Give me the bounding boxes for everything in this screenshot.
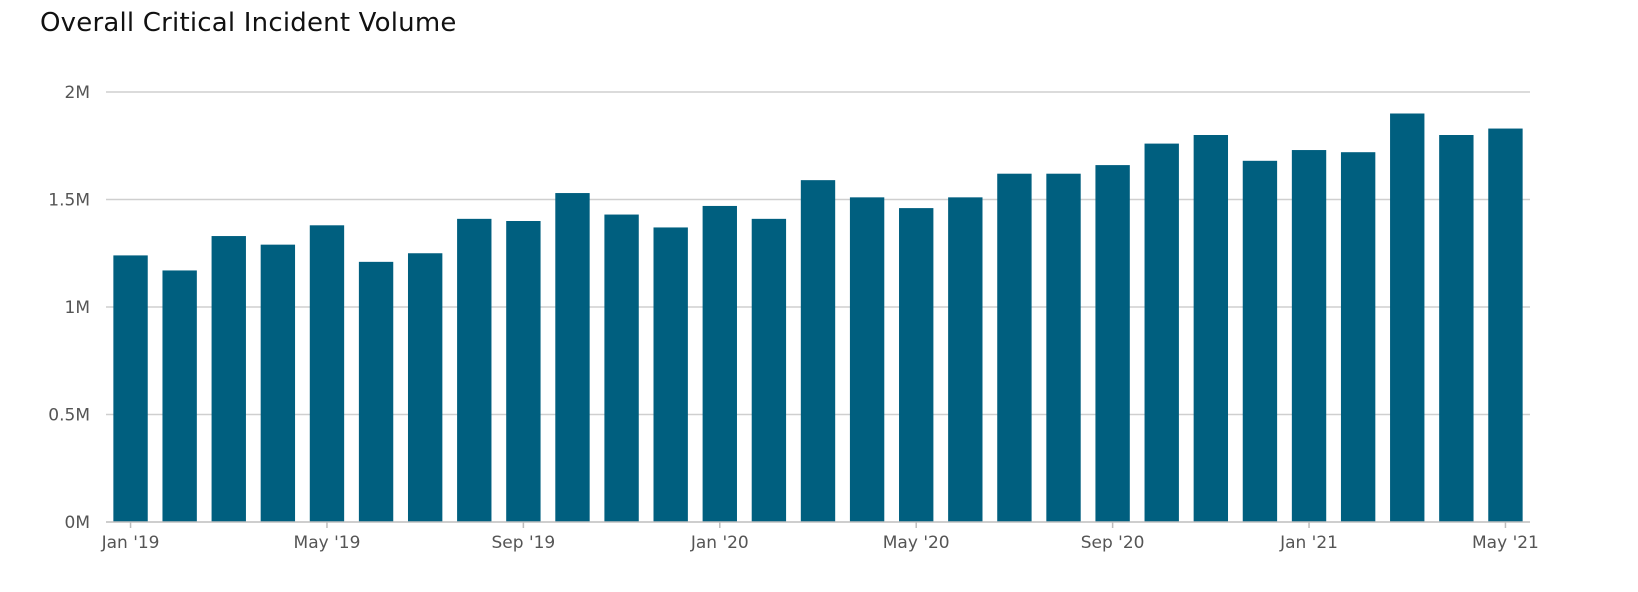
x-tick-label: May '19 <box>294 533 361 553</box>
bar <box>899 208 934 522</box>
bar <box>555 193 590 523</box>
bar <box>1242 160 1278 523</box>
bar <box>653 227 688 522</box>
bar <box>358 261 394 522</box>
bars <box>113 113 1523 523</box>
x-tick-label: Sep '19 <box>492 533 556 553</box>
bar <box>702 205 737 522</box>
bar <box>506 221 541 522</box>
bar <box>1488 128 1523 523</box>
y-tick-label: 2M <box>65 83 90 103</box>
bar <box>113 255 148 522</box>
bar <box>1390 113 1425 522</box>
bar <box>948 197 983 522</box>
y-tick-label: 0.5M <box>48 406 90 426</box>
bar <box>1340 152 1376 522</box>
bar <box>849 197 885 522</box>
x-tick-label: Jan '20 <box>690 533 749 553</box>
bar <box>211 236 246 523</box>
bar <box>1046 173 1081 522</box>
y-tick-label: 1.5M <box>48 191 90 211</box>
x-tick-label: Sep '20 <box>1081 533 1145 553</box>
y-tick-label: 0M <box>65 513 90 533</box>
bar <box>260 244 296 522</box>
bar <box>1291 150 1327 523</box>
bar <box>1193 135 1229 522</box>
bar <box>800 180 836 522</box>
y-axis-tick-labels: 0M 0.5M 1M 1.5M 2M <box>48 83 90 533</box>
x-tick-label: Jan '19 <box>101 533 160 553</box>
bar <box>162 270 197 522</box>
x-tick-label: May '20 <box>883 533 950 553</box>
x-axis-tick-labels: Jan '19 May '19 Sep '19 Jan '20 May '20 Sep '… <box>101 522 1539 553</box>
bar <box>1095 165 1130 522</box>
chart-title: Overall Critical Incident Volume <box>40 8 457 38</box>
bar <box>457 218 492 522</box>
bar <box>751 218 787 522</box>
bar <box>1439 135 1474 522</box>
x-tick-label: Jan '21 <box>1279 533 1338 553</box>
bar <box>1144 143 1179 522</box>
bar <box>604 214 639 523</box>
x-tick-label: May '21 <box>1472 533 1539 553</box>
y-tick-label: 1M <box>65 298 90 318</box>
bar <box>407 253 443 522</box>
bar <box>309 225 345 523</box>
bar <box>997 173 1032 522</box>
